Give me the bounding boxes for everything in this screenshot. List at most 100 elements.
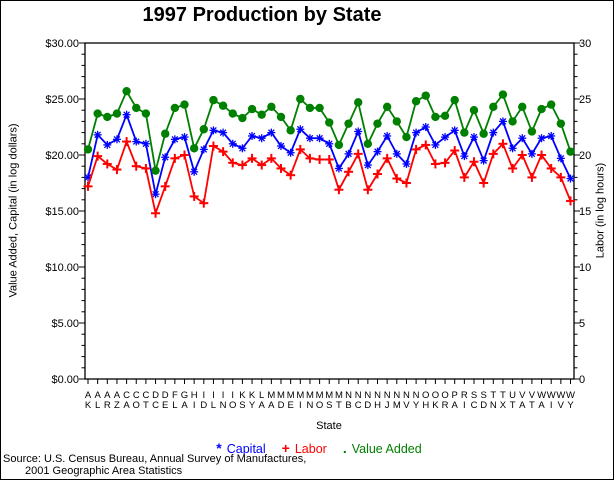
state-label: A [259, 400, 266, 411]
state-label: M [316, 390, 324, 401]
state-label: M [267, 390, 275, 401]
state-label: A [114, 390, 121, 401]
y-left-tick-label: $20.00 [45, 150, 79, 162]
state-label: N [220, 400, 227, 411]
state-label: G [181, 390, 188, 401]
state-label: A [94, 390, 101, 401]
legend-star-symbol: * [216, 440, 222, 456]
source-note: Source: U.S. Census Bureau, Annual Surve… [3, 453, 306, 477]
state-label: F [172, 390, 178, 401]
state-label: N [307, 400, 314, 411]
y-axis-left-title: Value Added, Capital (in log dollars) [7, 123, 20, 298]
state-label: M [306, 390, 314, 401]
state-label: W [566, 390, 575, 401]
state-label: B [345, 400, 351, 411]
state-label: S [480, 390, 486, 401]
state-label: S [471, 390, 477, 401]
state-label: H [191, 390, 198, 401]
state-label: S [326, 400, 332, 411]
state-label: V [529, 390, 536, 401]
state-label: Y [249, 400, 256, 411]
series-labor [83, 137, 575, 218]
state-label: K [85, 400, 92, 411]
state-label: R [442, 400, 449, 411]
state-label: M [277, 390, 285, 401]
state-label: M [287, 390, 295, 401]
state-label: D [162, 390, 169, 401]
state-label: C [123, 390, 130, 401]
legend-dot-symbol: . [342, 440, 347, 456]
state-label: I [193, 400, 196, 411]
state-label: A [85, 390, 92, 401]
state-label: A [452, 400, 459, 411]
state-label: N [413, 390, 420, 401]
state-label: V [519, 390, 526, 401]
y-left-tick-label: $0.00 [51, 374, 79, 386]
state-label: M [393, 400, 401, 411]
state-label: N [355, 390, 362, 401]
series-capital [84, 110, 575, 199]
state-label: W [537, 390, 546, 401]
y-right-tick-label: 5 [579, 318, 585, 330]
state-label: I [202, 390, 205, 401]
state-label: C [142, 390, 149, 401]
y-right-tick-label: 10 [579, 262, 591, 274]
y-left-tick-label: $25.00 [45, 94, 79, 106]
state-label: S [239, 400, 245, 411]
state-label: I [212, 390, 215, 401]
legend-plus-symbol: + [281, 440, 290, 456]
state-label: O [229, 400, 236, 411]
state-label: D [278, 400, 285, 411]
state-label: W [547, 390, 556, 401]
state-label: L [95, 400, 100, 411]
state-label: Z [114, 400, 120, 411]
state-label: A [181, 400, 188, 411]
state-label: C [133, 390, 140, 401]
state-label: I [299, 400, 302, 411]
state-label: H [422, 400, 429, 411]
state-label: O [133, 400, 140, 411]
y-right-tick-label: 25 [579, 94, 591, 106]
source-note-line2: 2001 Geographic Area Statistics [25, 465, 183, 477]
state-label: A [104, 390, 111, 401]
legend-label-value-added: Value Added [351, 442, 422, 456]
state-label: O [441, 390, 448, 401]
state-label: C [471, 400, 478, 411]
state-label: T [143, 400, 149, 411]
state-label: R [461, 390, 468, 401]
y-right-tick-label: 0 [579, 374, 585, 386]
x-axis-ticks: AKALARAZCACOCTDCDEFLGAHIIDILINIOKSKYLAMA… [85, 379, 575, 411]
y-left-tick-label: $15.00 [45, 206, 79, 218]
state-label: N [364, 390, 371, 401]
y-right-tick-label: 15 [579, 206, 591, 218]
y-left-tick-label: $10.00 [45, 262, 79, 274]
legend-item-labor: + Labor [282, 440, 327, 456]
state-label: O [432, 390, 439, 401]
state-label: K [432, 400, 439, 411]
state-label: L [259, 390, 264, 401]
x-axis-title: State [316, 420, 342, 432]
y-right-tick-label: 30 [579, 38, 591, 50]
state-label: A [519, 400, 526, 411]
state-label: T [510, 400, 516, 411]
state-label: C [152, 400, 159, 411]
y-left-tick-label: $30.00 [45, 38, 79, 50]
state-label: D [364, 400, 371, 411]
state-label: U [509, 390, 516, 401]
state-label: N [345, 390, 352, 401]
state-label: D [480, 400, 487, 411]
state-label: V [403, 400, 410, 411]
state-label: N [374, 390, 381, 401]
state-label: T [529, 400, 535, 411]
state-label: P [452, 390, 458, 401]
state-label: A [268, 400, 275, 411]
state-label: M [335, 390, 343, 401]
chart-title: 1997 Production by State [142, 4, 382, 26]
state-label: M [325, 390, 333, 401]
y-left-tick-label: $5.00 [51, 318, 79, 330]
state-label: N [384, 390, 391, 401]
state-label: A [123, 400, 130, 411]
state-label: H [374, 400, 381, 411]
